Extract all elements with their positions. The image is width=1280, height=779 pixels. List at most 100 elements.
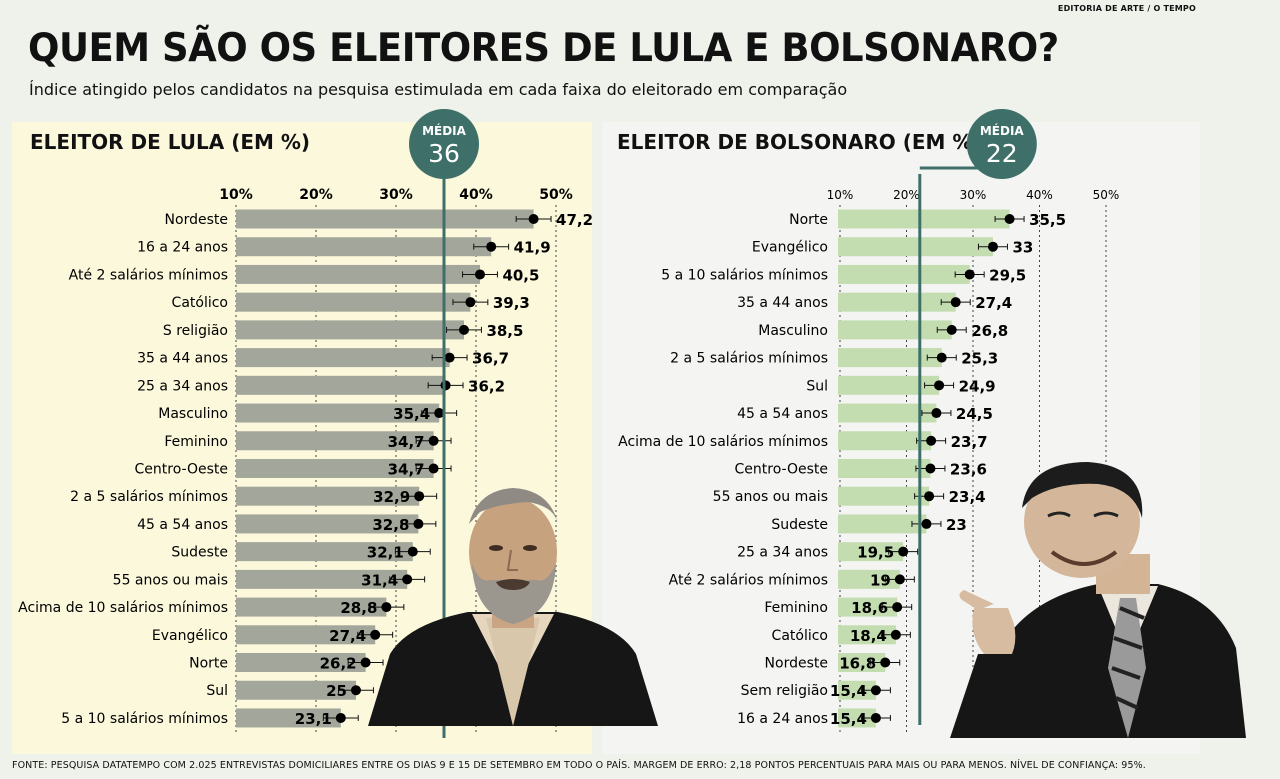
lula-value-label: 34,7 <box>388 433 425 451</box>
lula-data-point <box>370 629 381 640</box>
bols-bar <box>838 209 1010 229</box>
bols-category-label: Norte <box>789 212 828 228</box>
bols-tick-label: 20% <box>893 188 920 202</box>
bols-data-point <box>898 546 909 557</box>
lula-category-label: Nordeste <box>165 212 228 228</box>
page-title: QUEM SÃO OS ELEITORES DE LULA E BOLSONAR… <box>28 24 1059 71</box>
lula-value-label: 36,7 <box>472 350 509 368</box>
bols-bar <box>838 680 876 700</box>
lula-media-badge <box>409 109 479 179</box>
lula-bar <box>236 625 376 645</box>
bols-bar <box>838 292 956 312</box>
bols-value-label: 23,4 <box>949 488 986 506</box>
bols-data-point <box>964 269 975 280</box>
lula-category-label: 35 a 44 anos <box>137 351 228 367</box>
bols-value-label: 15,4 <box>830 682 867 700</box>
bols-category-label: 55 anos ou mais <box>713 489 828 505</box>
lula-category-label: 5 a 10 salários mínimos <box>61 711 228 727</box>
bols-tick-label: 40% <box>1026 188 1053 202</box>
bols-category-label: Evangélico <box>752 240 828 256</box>
lula-bar <box>236 653 366 673</box>
lula-category-label: Acima de 10 salários mínimos <box>18 600 228 616</box>
bols-tick-label: 50% <box>1093 188 1120 202</box>
bols-category-label: Centro-Oeste <box>735 461 829 477</box>
lula-value-label: 32,8 <box>372 516 409 534</box>
lula-category-label: Centro-Oeste <box>135 461 229 477</box>
bols-bar <box>838 625 896 645</box>
bols-bar <box>838 348 942 368</box>
lula-portrait <box>368 488 658 726</box>
bols-bar <box>838 486 930 506</box>
bols-bar <box>838 403 937 423</box>
lula-data-point <box>459 324 469 335</box>
bols-bar <box>838 597 898 617</box>
lula-category-label: Norte <box>189 656 228 672</box>
bols-bar <box>838 320 952 340</box>
lula-category-label: Até 2 salários mínimos <box>69 267 228 283</box>
lula-data-point <box>381 602 392 613</box>
lula-tick-label: 10% <box>219 187 253 203</box>
bols-bar <box>838 431 932 451</box>
bols-category-label: 5 a 10 salários mínimos <box>661 267 828 283</box>
lula-chart-title: ELEITOR DE LULA (EM %) <box>30 130 311 154</box>
bols-data-point <box>870 685 881 696</box>
bols-bar <box>838 653 886 673</box>
lula-value-label: 32,9 <box>373 488 410 506</box>
bols-media-label: MÉDIA <box>980 123 1025 138</box>
bols-tick-label: 30% <box>960 188 987 202</box>
lula-bar <box>236 237 492 257</box>
lula-bar <box>236 292 471 312</box>
lula-value-label: 36,2 <box>468 377 505 395</box>
bols-value-label: 29,5 <box>989 266 1026 284</box>
bolsonaro-chart-title: ELEITOR DE BOLSONARO (EM %) <box>617 130 982 154</box>
bols-category-label: Sudeste <box>771 517 828 533</box>
bols-bar <box>838 375 940 395</box>
lula-bar <box>236 431 434 451</box>
lula-bar <box>236 403 440 423</box>
bols-data-point <box>870 712 881 723</box>
lula-bar <box>236 514 419 534</box>
lula-value-label: 28,8 <box>340 599 377 617</box>
bols-category-label: 45 a 54 anos <box>737 406 828 422</box>
bols-media-badge <box>966 109 1037 179</box>
bols-data-point <box>987 241 998 252</box>
lula-value-label: 39,3 <box>493 294 530 312</box>
bols-data-point <box>926 435 937 446</box>
credit: EDITORIA DE ARTE / O TEMPO <box>1057 4 1196 13</box>
bols-value-label: 19 <box>870 571 891 589</box>
lula-bar <box>236 542 413 562</box>
bols-bar <box>838 264 970 284</box>
bols-value-label: 24,5 <box>956 405 993 423</box>
source-footnote: FONTE: PESQUISA DATATEMPO COM 2.025 ENTR… <box>12 760 1146 771</box>
lula-data-point <box>528 214 539 224</box>
bols-value-label: 23,7 <box>951 433 988 451</box>
lula-data-point <box>428 463 439 474</box>
bols-category-label: 35 a 44 anos <box>737 295 828 311</box>
lula-tick-label: 50% <box>539 187 573 203</box>
lula-category-label: Evangélico <box>152 628 228 644</box>
bols-category-label: Até 2 salários mínimos <box>669 572 828 588</box>
lula-category-label: Católico <box>172 295 228 311</box>
lula-data-point <box>351 685 361 696</box>
bols-data-point <box>921 518 932 529</box>
bols-data-point <box>1004 214 1015 224</box>
lula-media-value: 36 <box>428 139 460 168</box>
lula-category-label: Sul <box>206 683 228 699</box>
lula-data-point <box>428 435 439 446</box>
lula-value-label: 31,4 <box>361 571 398 589</box>
lula-bar <box>236 597 387 617</box>
lula-value-label: 35,4 <box>393 405 430 423</box>
bols-value-label: 33 <box>1012 239 1033 257</box>
bols-bar <box>838 542 904 562</box>
bols-category-label: 2 a 5 salários mínimos <box>670 351 828 367</box>
lula-tick-label: 20% <box>299 187 333 203</box>
bols-media-value: 22 <box>986 139 1018 168</box>
lula-bar <box>236 320 464 340</box>
lula-bar <box>236 375 446 395</box>
lula-data-point <box>434 408 445 419</box>
bols-value-label: 35,5 <box>1029 211 1066 229</box>
lula-value-label: 41,9 <box>514 239 551 257</box>
bols-category-label: Nordeste <box>765 656 828 672</box>
bols-category-label: Feminino <box>764 600 828 616</box>
